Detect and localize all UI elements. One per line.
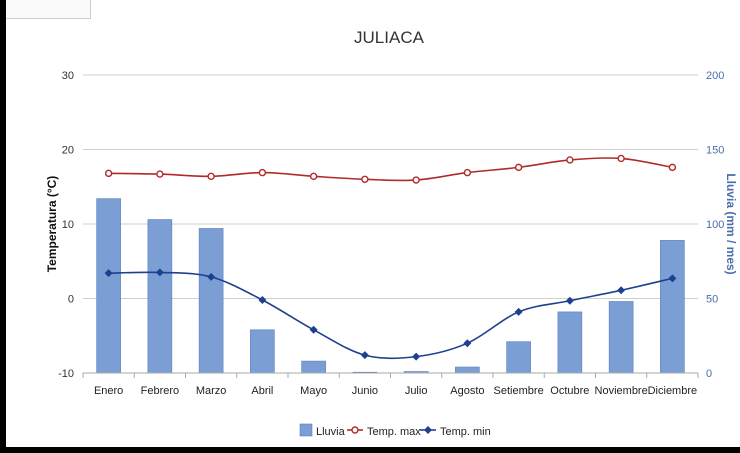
right-axis-ticks: 0 50 100 150 200 <box>706 70 724 380</box>
rain-bars <box>96 198 685 374</box>
temp-max-point <box>668 163 677 172</box>
temp-min-point <box>412 352 421 361</box>
x-tick-label: Mayo <box>300 385 327 397</box>
x-tick-label: Junio <box>352 385 378 397</box>
rain-bar <box>608 301 634 374</box>
rain-bar <box>557 311 583 374</box>
temp-min-line <box>108 271 673 360</box>
rain-bar <box>147 219 173 374</box>
x-tick-label: Abril <box>251 385 273 397</box>
right-tick-label: 100 <box>706 219 724 231</box>
temp-min-point <box>207 272 216 281</box>
right-tick-label: 0 <box>706 368 712 380</box>
temp-min-point <box>258 295 267 304</box>
rain-bar <box>455 366 480 374</box>
legend-tmax-marker <box>351 426 359 434</box>
x-tick-label: Diciembre <box>648 385 698 397</box>
x-tick-label: Marzo <box>196 385 227 397</box>
temp-max-point <box>258 168 267 177</box>
window-tab <box>6 0 91 19</box>
temp-min-point <box>309 325 318 334</box>
temp-max-point <box>412 176 420 184</box>
x-axis-ticks: Enero Febrero Marzo Abril Mayo Junio Julio Agos… <box>82 372 699 397</box>
right-tick-label: 150 <box>706 145 724 157</box>
temperature-lines <box>104 154 677 361</box>
temp-max-point <box>361 175 369 184</box>
rain-bar <box>660 240 685 374</box>
legend-rain-label: Lluvia <box>316 426 346 438</box>
right-tick-label: 50 <box>706 294 718 306</box>
legend-rain-swatch <box>299 423 313 437</box>
right-tick-label: 200 <box>706 70 724 82</box>
temp-max-point <box>463 168 472 177</box>
left-tick-label: 0 <box>68 294 74 306</box>
window-top-area <box>6 0 740 20</box>
temp-max-point <box>156 170 164 178</box>
temp-min-point <box>463 339 472 348</box>
temp-max-point <box>104 169 113 178</box>
temp-min-point <box>668 274 677 283</box>
temp-min-point <box>104 269 113 278</box>
left-tick-label: 20 <box>62 145 74 157</box>
rain-bar <box>250 329 275 374</box>
temp-min-point <box>360 351 369 360</box>
left-tick-label: 30 <box>62 70 74 82</box>
legend: Lluvia Temp. max Temp. min <box>299 423 491 438</box>
temp-max-point <box>207 172 215 181</box>
x-tick-label: Febrero <box>141 385 180 397</box>
legend-tmin-marker <box>424 426 432 434</box>
rain-bar <box>96 198 121 374</box>
x-tick-label: Setiembre <box>494 385 544 397</box>
temp-max-point <box>514 163 523 172</box>
x-tick-label: Octubre <box>550 385 589 397</box>
temp-max-point <box>309 172 318 181</box>
x-tick-label: Agosto <box>450 385 484 397</box>
grid-lines <box>83 74 698 374</box>
right-axis-label: Lluvia (mm / mes) <box>724 173 738 274</box>
temp-min-point <box>617 286 626 295</box>
temp-max-point <box>617 154 625 163</box>
left-axis-label: Temperatura (°C) <box>45 176 59 273</box>
temp-max-point <box>566 156 574 164</box>
temp-max-line <box>108 157 673 182</box>
temp-min-point <box>155 268 164 277</box>
x-tick-label: Noviembre <box>595 385 648 397</box>
legend-tmax-label: Temp. max <box>367 426 421 438</box>
x-tick-label: Enero <box>94 385 123 397</box>
rain-bar <box>506 341 531 374</box>
chart-title: JULIACA <box>354 28 425 47</box>
temp-min-point <box>565 296 574 305</box>
left-tick-label: 10 <box>62 219 74 231</box>
legend-tmin-label: Temp. min <box>440 426 491 438</box>
rain-bar <box>301 360 326 374</box>
rain-bar <box>198 228 224 374</box>
x-tick-label: Julio <box>405 385 428 397</box>
temp-min-point <box>514 307 523 316</box>
left-tick-label: -10 <box>58 368 74 380</box>
left-axis-ticks: -10 0 10 20 30 <box>58 70 74 380</box>
